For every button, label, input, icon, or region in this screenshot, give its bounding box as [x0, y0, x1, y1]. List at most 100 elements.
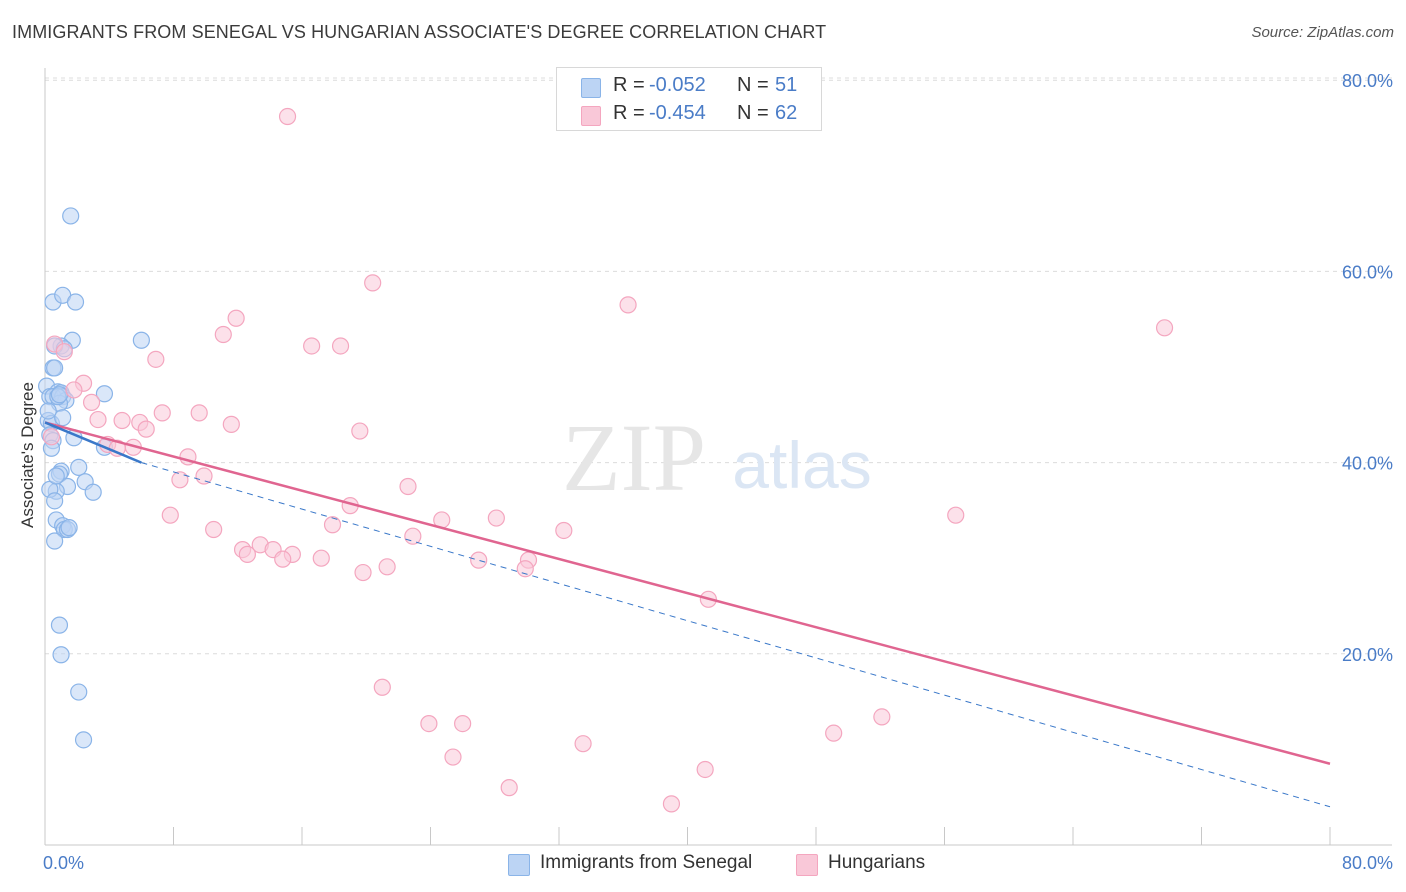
senegal-point — [46, 492, 64, 510]
hungarians-point — [1155, 319, 1174, 337]
hungarians-point — [113, 411, 131, 430]
legend-r-label: R = — [613, 74, 645, 96]
senegal-point — [54, 409, 72, 427]
legend-n-value: 62 — [775, 102, 798, 124]
hungarians-trend-line — [44, 421, 1331, 765]
hungarians-point — [662, 795, 681, 813]
watermark-zip: ZIP — [562, 404, 706, 511]
legend-row-senegal: R = -0.052 N = 51 — [557, 73, 821, 101]
watermark-atlas: atlas — [732, 428, 871, 502]
senegal-trend-solid — [44, 421, 142, 464]
senegal-point — [132, 331, 150, 349]
hungarians-point — [351, 422, 369, 440]
bottom-legend-label-hungarians: Hungarians — [828, 852, 926, 873]
hungarians-point — [378, 558, 396, 576]
gridlines — [45, 77, 1392, 655]
hungarians-point — [364, 274, 382, 292]
y-tick-label: 60.0% — [1342, 262, 1393, 282]
hungarians-point — [454, 714, 472, 733]
hungarians-point — [274, 550, 292, 568]
bottom-legend-swatch-senegal — [508, 854, 530, 876]
hungarians-point — [171, 471, 189, 489]
hungarians-point — [55, 343, 73, 361]
senegal-point — [39, 402, 57, 420]
series-senegal-points — [38, 207, 150, 749]
hungarians-point — [227, 309, 245, 327]
senegal-point — [74, 731, 93, 749]
hungarians-point — [373, 678, 391, 696]
series-hungarians-points — [42, 107, 1174, 813]
legend-swatch-senegal — [581, 78, 601, 98]
hungarians-point — [574, 735, 592, 753]
hungarians-point — [222, 415, 240, 433]
bottom-legend-label-senegal: Immigrants from Senegal — [540, 852, 753, 873]
legend-r-label: R = — [613, 102, 645, 124]
source-label: Source: ZipAtlas.com — [1251, 24, 1394, 41]
hungarians-point — [487, 509, 505, 527]
correlation-legend: R = -0.052 N = 51 R = -0.454 N = 62 — [556, 67, 822, 131]
hungarians-point — [147, 350, 165, 368]
senegal-point — [60, 519, 78, 537]
watermark: ZIP atlas — [562, 404, 872, 511]
senegal-point — [47, 467, 65, 485]
hungarians-point — [825, 724, 843, 742]
senegal-point — [95, 385, 114, 403]
chart-title: IMMIGRANTS FROM SENEGAL VS HUNGARIAN ASS… — [12, 22, 827, 42]
hungarians-point — [82, 393, 101, 411]
senegal-point — [62, 207, 80, 225]
y-tick-label: 40.0% — [1342, 454, 1393, 474]
legend-n-label: N = — [737, 74, 769, 96]
hungarians-point — [947, 506, 965, 524]
hungarians-point — [137, 420, 155, 438]
hungarians-point — [195, 467, 213, 485]
trend-lines — [44, 421, 1331, 808]
legend-row-hungarians: R = -0.454 N = 62 — [557, 101, 821, 129]
senegal-trend-dashed — [141, 462, 1331, 808]
hungarians-point — [161, 506, 179, 524]
senegal-point — [50, 386, 69, 404]
hungarians-point — [873, 708, 891, 726]
legend-r-value: -0.454 — [649, 102, 706, 124]
legend-r-value: -0.052 — [649, 74, 706, 96]
bottom-legend-swatch-hungarians — [796, 854, 818, 876]
hungarians-point — [331, 337, 350, 355]
x-tick-label-left: 0.0% — [43, 853, 84, 873]
senegal-point — [70, 683, 88, 701]
legend-n-value: 51 — [775, 74, 798, 96]
hungarians-point — [399, 477, 417, 496]
hungarians-point — [303, 337, 321, 355]
hungarians-point — [65, 381, 83, 399]
hungarians-point — [190, 404, 208, 422]
tick-labels: 20.0% 40.0% 60.0% 80.0% 0.0% 80.0% — [43, 71, 1393, 873]
senegal-point — [70, 458, 88, 476]
senegal-point — [46, 359, 64, 377]
hungarians-point — [205, 520, 223, 539]
hungarians-point — [89, 410, 107, 429]
y-tick-label: 80.0% — [1342, 71, 1393, 91]
hungarians-point — [555, 521, 573, 540]
legend-n-label: N = — [737, 102, 769, 124]
hungarians-point — [696, 760, 714, 779]
hungarians-point — [238, 545, 256, 563]
hungarians-point — [404, 527, 422, 545]
hungarians-point — [354, 563, 372, 582]
axes — [44, 68, 1392, 846]
hungarians-point — [470, 551, 488, 569]
senegal-point — [50, 616, 69, 634]
x-tick-label-right: 80.0% — [1342, 853, 1393, 873]
hungarians-point — [619, 296, 637, 314]
hungarians-point — [516, 560, 534, 578]
senegal-point — [52, 646, 70, 664]
hungarians-point — [312, 549, 330, 567]
hungarians-point — [444, 748, 462, 766]
hungarians-point — [214, 325, 232, 344]
hungarians-point — [323, 516, 342, 534]
hungarians-point — [420, 714, 438, 733]
hungarians-point — [153, 404, 171, 422]
senegal-point — [46, 532, 64, 550]
senegal-point — [66, 293, 85, 311]
hungarians-point — [500, 779, 518, 797]
senegal-point — [84, 483, 102, 501]
legend-swatch-hungarians — [581, 106, 601, 126]
